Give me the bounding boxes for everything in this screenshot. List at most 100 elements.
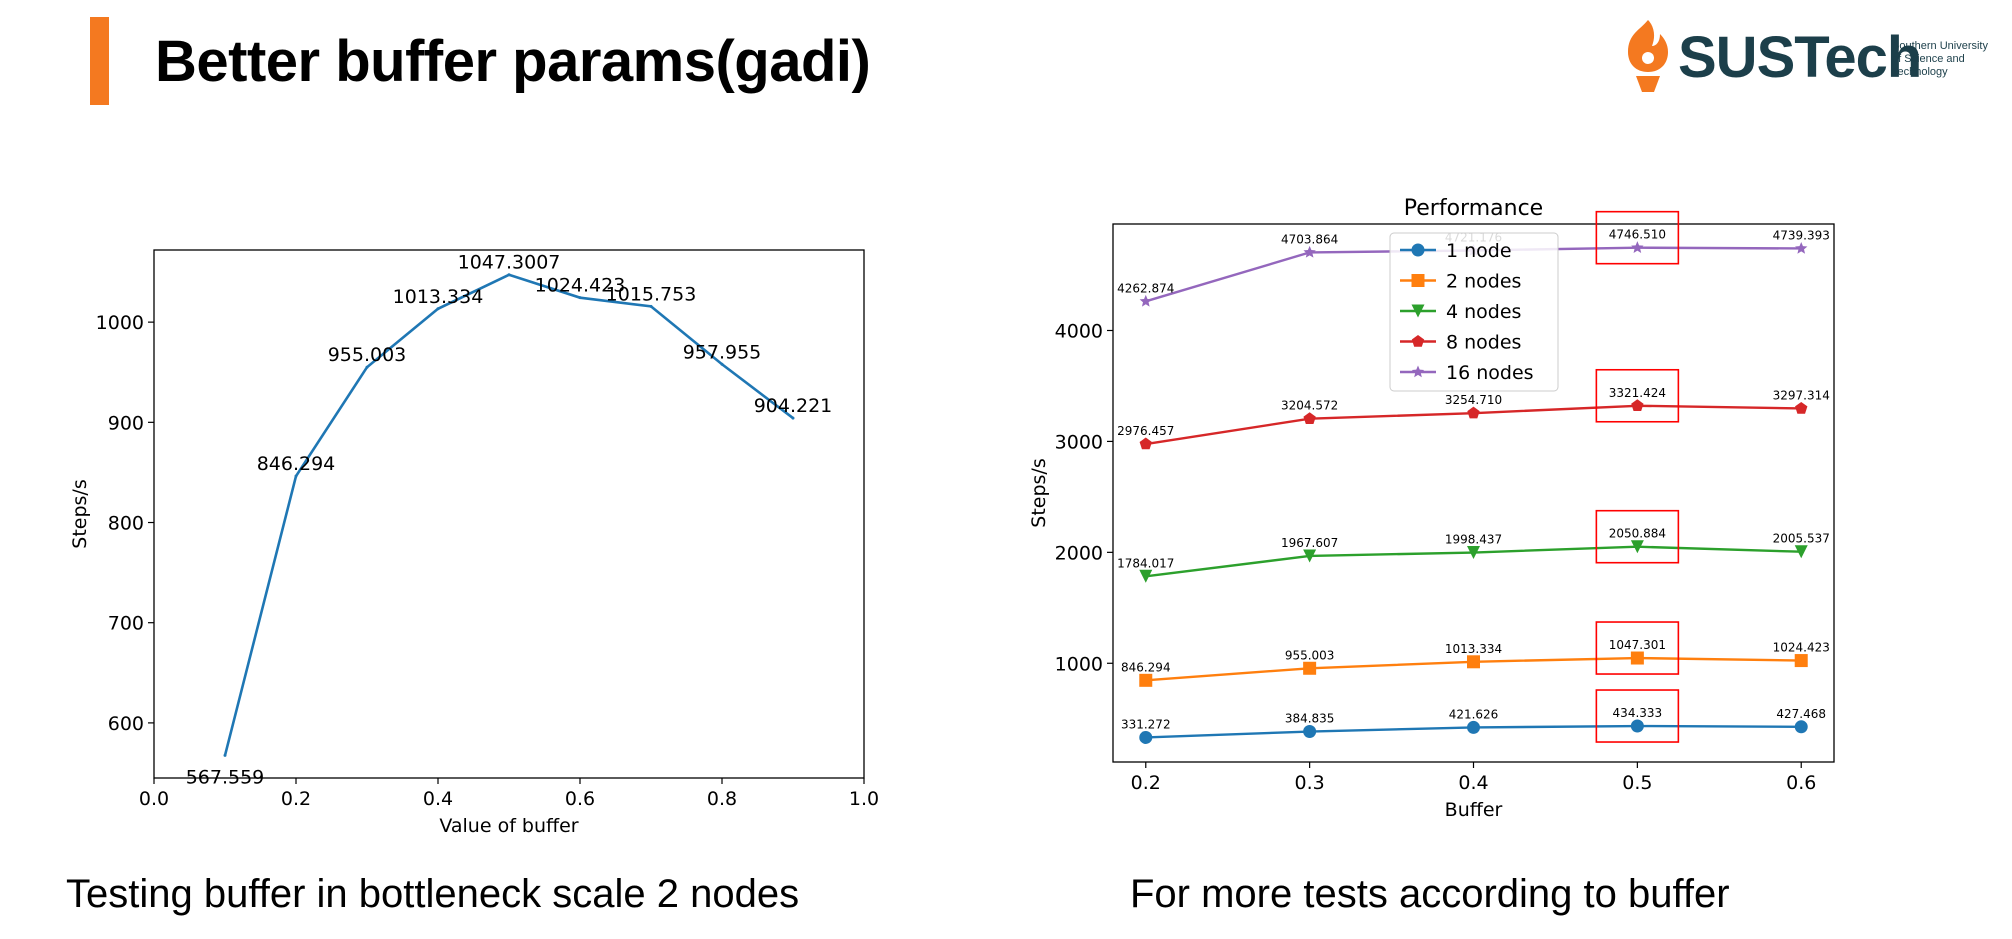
y-tick-label: 4000 — [1055, 320, 1103, 342]
x-tick-label: 0.0 — [139, 788, 169, 810]
x-tick-label: 0.3 — [1295, 772, 1325, 794]
chart-title: Performance — [1404, 196, 1543, 221]
y-tick-label: 1000 — [96, 312, 144, 334]
data-point — [720, 362, 724, 366]
marker-triangle — [1411, 304, 1425, 318]
marker-circle — [1630, 719, 1644, 733]
sustech-logo: SUSTech Southern University of Science a… — [1618, 14, 2008, 98]
data-label: 4703.864 — [1281, 232, 1338, 246]
caption-right: For more tests according to buffer — [1130, 872, 1730, 916]
x-tick-label: 0.4 — [423, 788, 453, 810]
slide-title: Better buffer params(gadi) — [155, 29, 871, 94]
data-label: 1047.301 — [1609, 638, 1666, 652]
data-label: 1013.334 — [1445, 642, 1502, 656]
legend-label: 2 nodes — [1446, 271, 1521, 293]
marker-star — [1631, 241, 1644, 253]
marker-pentagon — [1139, 437, 1152, 450]
marker-circle — [1303, 725, 1317, 739]
data-point — [578, 296, 582, 300]
y-axis-label: Steps/s — [69, 479, 91, 548]
data-label: 904.221 — [754, 395, 833, 417]
data-label: 1024.423 — [535, 275, 626, 297]
marker-square — [1139, 673, 1153, 687]
marker-triangle — [1794, 545, 1808, 559]
y-tick-label: 1000 — [1055, 653, 1103, 675]
x-tick-label: 1.0 — [849, 788, 879, 810]
highlight-box — [1595, 368, 1680, 423]
legend-box — [1389, 232, 1559, 392]
marker-pentagon — [1411, 335, 1425, 347]
data-point — [294, 474, 298, 478]
legend-label: 16 nodes — [1446, 362, 1534, 384]
marker-square — [1467, 655, 1480, 669]
data-point — [649, 304, 653, 308]
data-point — [507, 273, 511, 277]
data-label: 4262.874 — [1117, 281, 1174, 295]
marker-pentagon — [1467, 406, 1480, 419]
data-label: 1024.423 — [1773, 641, 1830, 655]
data-label: 846.294 — [1121, 660, 1171, 674]
data-label: 2005.537 — [1773, 532, 1830, 546]
highlight-box — [1595, 210, 1680, 265]
data-label: 3204.572 — [1281, 399, 1338, 413]
data-label: 384.835 — [1285, 712, 1335, 726]
x-axis-label: Buffer — [1445, 799, 1503, 821]
marker-square — [1630, 651, 1644, 665]
highlight-box — [1595, 621, 1680, 675]
logo-subtitle: Southern University of Science and Techn… — [1892, 40, 2012, 79]
data-point — [223, 753, 227, 757]
legend-label: 8 nodes — [1446, 332, 1521, 354]
data-label: 427.468 — [1776, 707, 1826, 721]
marker-triangle — [1630, 540, 1644, 554]
data-label: 3297.314 — [1773, 388, 1830, 402]
marker-circle — [1411, 243, 1425, 257]
logo-subtitle-line: Technology — [1892, 66, 1948, 78]
legend-label: 4 nodes — [1446, 301, 1521, 323]
data-point — [365, 365, 369, 369]
marker-pentagon — [1303, 412, 1316, 424]
data-point — [791, 416, 795, 420]
marker-triangle — [1467, 546, 1480, 560]
data-label: 846.294 — [257, 453, 336, 475]
data-label: 1998.437 — [1445, 533, 1502, 547]
data-label: 434.333 — [1613, 706, 1663, 720]
marker-triangle — [1303, 549, 1317, 563]
marker-circle — [1467, 720, 1480, 734]
marker-star — [1139, 294, 1152, 307]
y-tick-label: 800 — [108, 513, 144, 535]
highlight-box — [1595, 509, 1680, 564]
x-tick-label: 0.5 — [1622, 772, 1652, 794]
data-label: 955.003 — [328, 344, 407, 366]
data-label: 1013.334 — [393, 286, 484, 308]
x-tick-label: 0.6 — [565, 788, 595, 810]
y-tick-label: 600 — [108, 713, 144, 735]
y-tick-label: 700 — [108, 613, 144, 635]
x-tick-label: 0.2 — [1131, 772, 1161, 794]
data-label: 957.955 — [683, 341, 762, 363]
marker-star — [1303, 245, 1316, 258]
data-label: 955.003 — [1285, 648, 1335, 662]
plot-frame — [153, 249, 865, 779]
x-tick-label: 0.6 — [1786, 772, 1816, 794]
marker-star — [1795, 241, 1808, 254]
legend-label: 1 node — [1446, 240, 1512, 262]
marker-pentagon — [1795, 401, 1808, 414]
logo-subtitle-line: of Science and — [1892, 53, 1965, 65]
x-axis-label: Value of buffer — [439, 815, 578, 837]
data-label: 1784.017 — [1117, 556, 1174, 570]
marker-circle — [1794, 720, 1808, 734]
data-label: 331.272 — [1121, 717, 1171, 731]
flame-torch-icon — [1628, 20, 1668, 92]
y-tick-label: 900 — [108, 412, 144, 434]
y-tick-label: 3000 — [1055, 431, 1103, 453]
marker-square — [1794, 654, 1808, 668]
data-label: 4739.393 — [1773, 228, 1830, 242]
data-label: 567.559 — [186, 766, 265, 788]
data-point — [436, 307, 440, 311]
marker-circle — [1139, 730, 1153, 744]
y-axis-label: Steps/s — [1028, 458, 1050, 527]
highlight-box — [1595, 689, 1680, 743]
data-label: 1015.753 — [606, 283, 697, 305]
